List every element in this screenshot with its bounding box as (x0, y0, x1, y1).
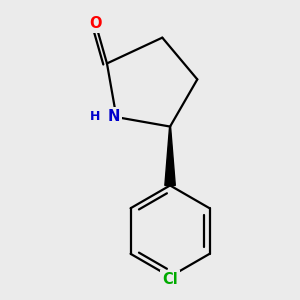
Text: O: O (89, 16, 102, 31)
Text: N: N (107, 109, 120, 124)
Text: H: H (90, 110, 101, 123)
Text: Cl: Cl (162, 272, 178, 287)
Polygon shape (165, 127, 175, 185)
